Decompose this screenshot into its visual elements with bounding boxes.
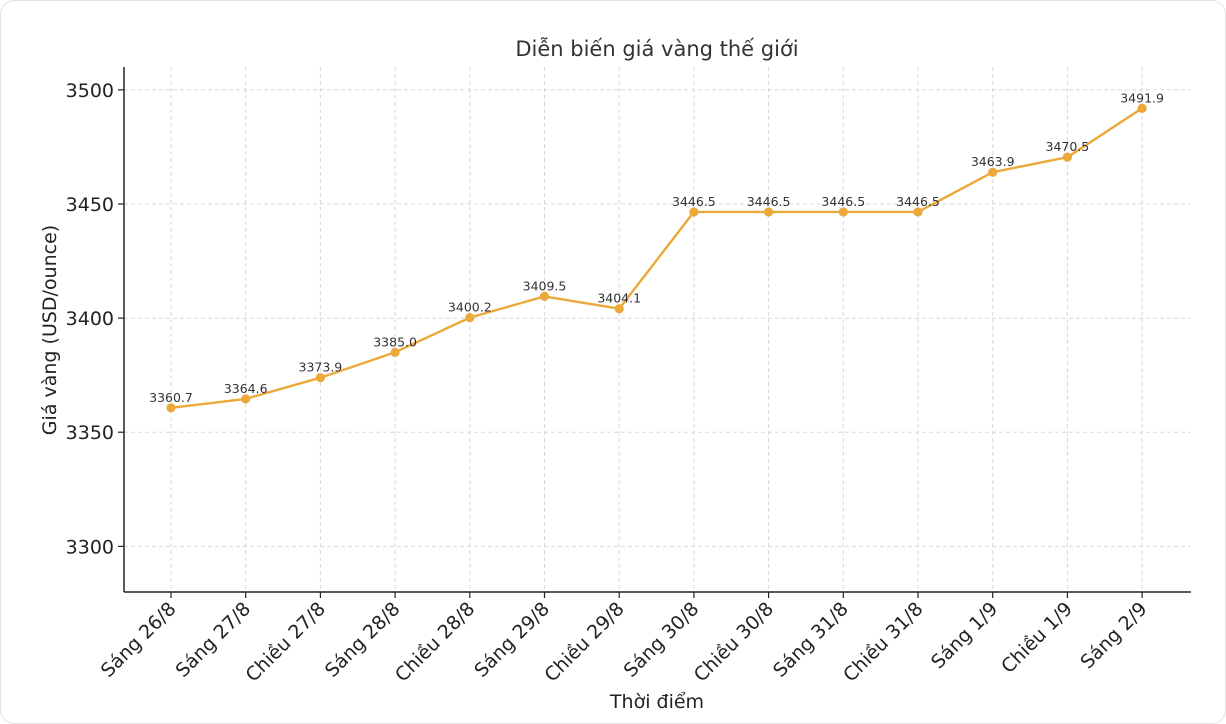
data-point	[838, 207, 848, 217]
x-tick-label: Chiều 31/8	[839, 598, 927, 686]
x-tick-label: Sáng 26/8	[97, 598, 181, 682]
data-label: 3364.6	[224, 381, 268, 396]
data-label: 3446.5	[896, 194, 940, 209]
data-label: 3385.0	[373, 334, 417, 349]
data-label: 3446.5	[747, 194, 791, 209]
x-tick-label: Sáng 2/9	[1076, 598, 1151, 673]
data-label: 3404.1	[597, 291, 641, 306]
x-tick-label: Chiều 27/8	[242, 598, 330, 686]
series-line	[170, 107, 1143, 409]
grid	[124, 67, 1191, 592]
data-point	[390, 347, 400, 357]
data-point	[1137, 103, 1147, 113]
data-point	[913, 207, 923, 217]
x-tick-label: Chiều 29/8	[540, 598, 628, 686]
data-point	[315, 373, 325, 383]
data-point	[988, 167, 998, 177]
data-point	[1062, 152, 1072, 162]
y-ticks: 3300 3350 3400 3450 3500	[66, 80, 124, 558]
data-point	[465, 313, 475, 323]
data-point	[764, 207, 774, 217]
data-label: 3446.5	[821, 194, 865, 209]
data-point	[539, 291, 550, 302]
data-label: 3373.9	[299, 360, 343, 375]
x-tick-label: Sáng 1/9	[927, 598, 1002, 673]
y-tick-label: 3300	[66, 536, 114, 558]
x-tick-label: Chiều 28/8	[391, 598, 479, 686]
data-label: 3463.9	[971, 154, 1015, 169]
y-axis-label: Giá vàng (USD/ounce)	[39, 225, 61, 435]
x-tick-label: Chiều 1/9	[997, 598, 1077, 678]
data-label: 3360.7	[149, 390, 193, 405]
data-label: 3491.9	[1120, 90, 1164, 105]
y-tick-label: 3450	[66, 194, 114, 216]
data-labels: 3360.7 3364.6 3373.9 3385.0 3400.2 3409.5 3404…	[149, 90, 1164, 404]
data-point	[241, 394, 251, 404]
data-label: 3470.5	[1046, 139, 1090, 154]
data-point	[614, 304, 624, 314]
y-tick-label: 3500	[66, 80, 114, 102]
y-tick-label: 3400	[66, 308, 114, 330]
x-tick-label: Chiều 30/8	[690, 598, 778, 686]
data-points	[166, 103, 1147, 413]
data-label: 3400.2	[448, 300, 492, 315]
y-tick-label: 3350	[66, 422, 114, 444]
axes	[123, 67, 1191, 593]
data-label: 3446.5	[672, 194, 716, 209]
data-point	[166, 403, 176, 413]
data-label: 3409.5	[523, 278, 567, 293]
series-line-layer	[170, 107, 1143, 409]
data-point	[689, 207, 699, 217]
x-axis-label: Thời điểm	[609, 691, 704, 713]
chart-title: Diễn biến giá vàng thế giới	[515, 36, 798, 61]
